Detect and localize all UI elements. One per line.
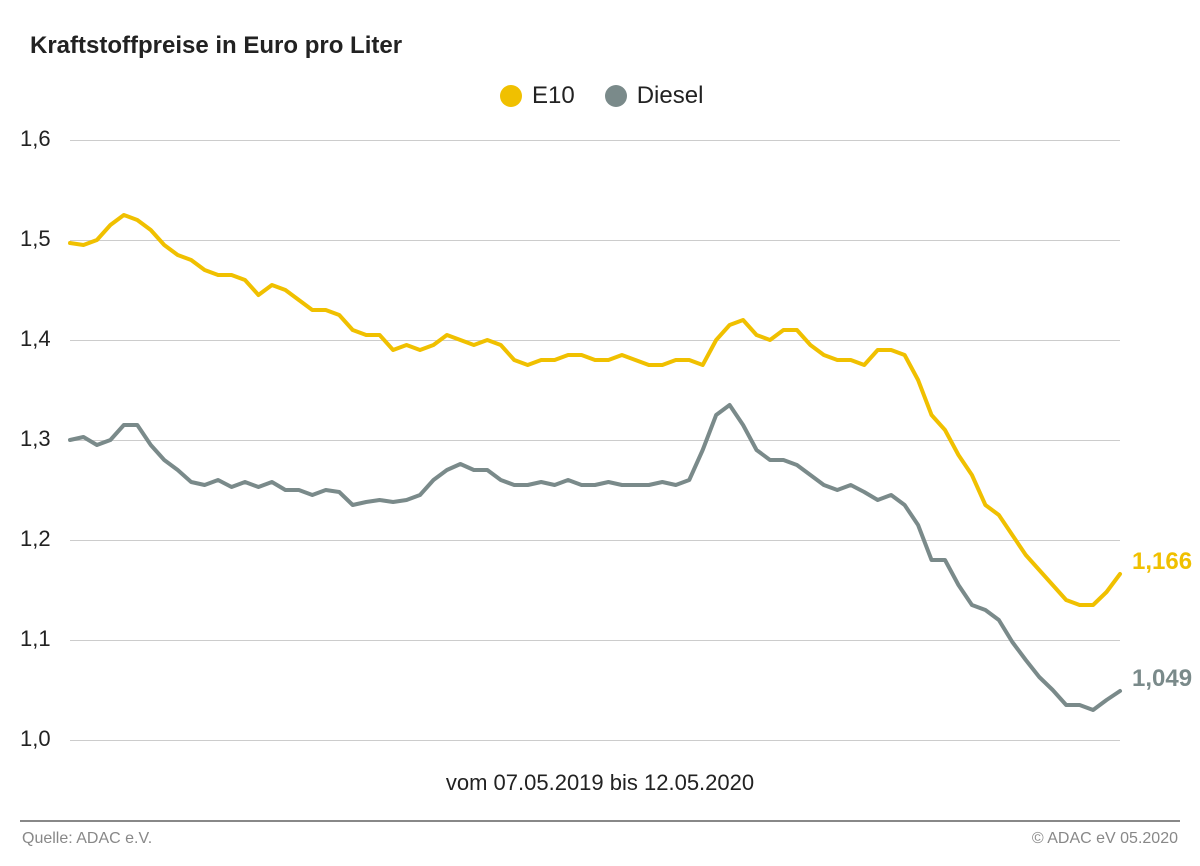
footer-copyright: © ADAC eV 05.2020 — [1032, 830, 1178, 848]
footer-source: Quelle: ADAC e.V. — [22, 830, 152, 848]
x-axis-label: vom 07.05.2019 bis 12.05.2020 — [0, 770, 1200, 796]
end-label-e10: 1,166 — [1132, 548, 1192, 576]
footer-line — [20, 820, 1180, 822]
end-label-diesel: 1,049 — [1132, 665, 1192, 693]
series-line-diesel — [70, 405, 1120, 710]
series-line-e10 — [70, 215, 1120, 605]
chart-container: Kraftstoffpreise in Euro pro Liter E10 D… — [0, 0, 1200, 866]
plot-svg — [0, 0, 1200, 866]
